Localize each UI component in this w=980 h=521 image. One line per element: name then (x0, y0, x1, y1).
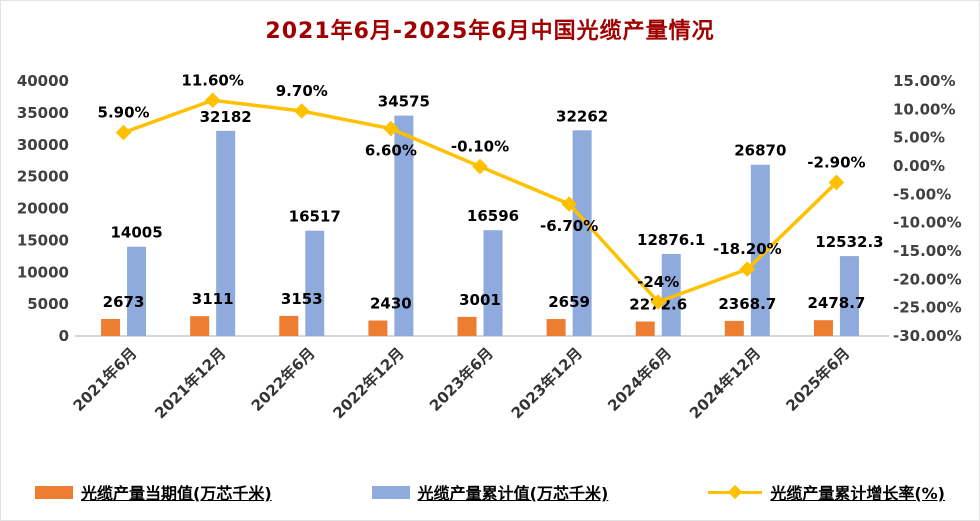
legend-item: 光缆产量当期值(万芯千米) (35, 480, 272, 504)
chart-legend: 光缆产量当期值(万芯千米) 光缆产量累计值(万芯千米) 光缆产量累计增长率(%) (1, 480, 979, 504)
left-axis-tick: 40000 (17, 72, 69, 90)
cumulative-value-label: 14005 (110, 224, 162, 242)
growth-rate-label: -0.10% (451, 138, 509, 156)
growth-rate-label: -24% (637, 273, 679, 291)
left-axis-tick: 25000 (17, 168, 69, 186)
growth-rate-marker (293, 103, 310, 119)
right-axis-tick: -15.00% (893, 242, 962, 260)
left-axis-tick: 15000 (17, 231, 69, 249)
growth-rate-marker (204, 92, 221, 109)
current-value-label: 2430 (370, 295, 412, 313)
cumulative-value-bar (394, 115, 414, 336)
legend-label: 光缆产量累计增长率(%) (770, 484, 945, 503)
right-axis-tick: -5.00% (893, 185, 951, 203)
growth-rate-label: 5.90% (98, 104, 150, 122)
legend-swatch-icon (371, 485, 410, 499)
x-axis-category-label: 2021年12月 (151, 344, 229, 422)
x-axis-category-label: 2022年6月 (248, 344, 319, 415)
left-axis-tick: 5000 (27, 295, 69, 313)
current-value-label: 3153 (281, 290, 323, 308)
cumulative-value-bar (483, 230, 503, 336)
current-value-label: 3001 (459, 291, 501, 309)
cumulative-value-bar (750, 164, 770, 336)
chart-title: 2021年6月-2025年6月中国光缆产量情况 (265, 19, 715, 44)
x-axis-category-label: 2025年6月 (782, 344, 853, 415)
right-axis-tick: -10.00% (893, 214, 962, 232)
cumulative-value-bar (572, 130, 592, 336)
growth-rate-marker (472, 158, 488, 175)
x-axis-category-label: 2024年6月 (604, 344, 675, 415)
x-axis-category-label: 2024年12月 (686, 344, 764, 422)
cumulative-value-label: 12532.3 (815, 233, 883, 251)
right-axis-tick: 0.00% (893, 157, 945, 175)
x-axis-category-label: 2023年6月 (426, 344, 497, 415)
growth-rate-label: 11.60% (181, 71, 243, 89)
current-value-bar (101, 318, 121, 336)
x-axis-category-label: 2021年6月 (70, 344, 141, 415)
right-axis-tick: 5.00% (893, 129, 945, 147)
left-axis-tick: 20000 (17, 200, 69, 218)
right-axis-tick: 10.00% (893, 100, 955, 118)
current-value-bar (279, 315, 299, 336)
current-value-bar (368, 320, 388, 336)
current-value-label: 2659 (548, 293, 590, 311)
cumulative-value-label: 34575 (378, 93, 430, 111)
left-axis-tick: 35000 (17, 104, 69, 122)
cumulative-value-bar (127, 246, 147, 336)
left-axis-tick: 30000 (17, 136, 69, 154)
current-value-bar (457, 316, 477, 336)
growth-rate-label: -2.90% (807, 153, 865, 171)
current-value-bar (190, 316, 210, 336)
right-axis-tick: -25.00% (893, 299, 962, 317)
legend-label: 光缆产量当期值(万芯千米) (81, 484, 272, 503)
legend-item: 光缆产量累计增长率(%) (708, 480, 945, 504)
left-axis-tick: 10000 (17, 263, 69, 281)
growth-rate-label: -18.20% (713, 240, 782, 258)
legend-label: 光缆产量累计值(万芯千米) (417, 484, 609, 503)
right-axis-tick: -20.00% (893, 270, 962, 288)
cumulative-value-label: 12876.1 (637, 231, 705, 249)
right-axis-tick: -30.00% (893, 327, 962, 345)
cumulative-value-label: 16596 (467, 207, 519, 225)
current-value-label: 3111 (192, 290, 234, 308)
current-value-bar (813, 320, 833, 336)
growth-rate-label: 9.70% (276, 82, 328, 100)
x-axis-category-label: 2022年12月 (329, 344, 407, 422)
legend-item: 光缆产量累计值(万芯千米) (371, 480, 609, 504)
growth-rate-label: 6.60% (365, 142, 417, 160)
current-value-bar (546, 319, 566, 336)
cumulative-value-label: 16517 (289, 208, 341, 226)
x-axis-category-label: 2023年12月 (508, 344, 586, 422)
cumulative-value-label: 32182 (200, 108, 252, 126)
current-value-label: 2478.7 (807, 294, 865, 312)
current-value-label: 2368.7 (718, 295, 776, 313)
cumulative-value-label: 32262 (556, 107, 608, 125)
current-value-bar (635, 321, 655, 336)
cumulative-value-bar (839, 256, 859, 336)
combo-chart-plot: 0 5000 10000 15000 20000 25000 30000 35000 40000… (17, 71, 962, 422)
cumulative-value-bar (661, 253, 681, 336)
growth-rate-marker (115, 124, 132, 141)
legend-line-swatch-icon (708, 484, 763, 499)
left-axis-tick: 0 (59, 327, 69, 345)
cumulative-value-label: 26870 (734, 142, 786, 160)
cumulative-value-bar (305, 230, 325, 336)
legend-swatch-icon (35, 485, 73, 499)
cumulative-value-bar (216, 130, 236, 336)
growth-rate-label: -6.70% (540, 217, 598, 235)
current-value-bar (724, 320, 744, 336)
right-axis-tick: 15.00% (893, 72, 955, 90)
current-value-label: 2673 (103, 293, 145, 311)
